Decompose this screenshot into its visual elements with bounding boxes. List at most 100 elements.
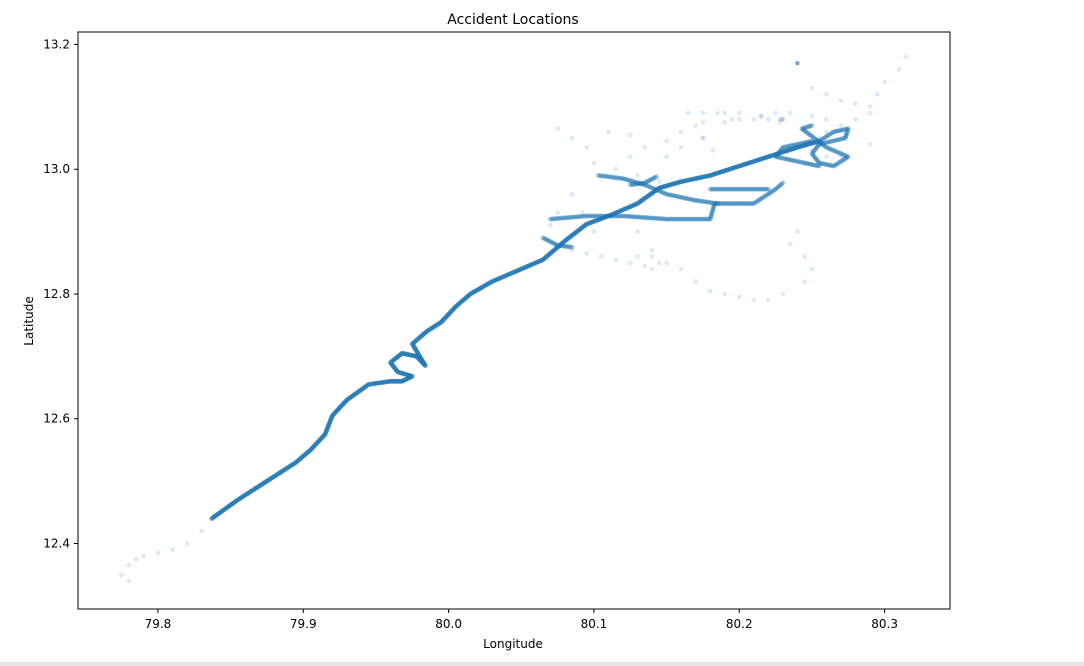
accident-point xyxy=(819,141,825,146)
accident-point xyxy=(719,201,725,206)
accident-point xyxy=(774,154,780,160)
accident-point xyxy=(670,216,676,222)
accident-point xyxy=(762,193,768,199)
accident-point xyxy=(805,130,811,136)
accident-point xyxy=(628,214,634,219)
accident-point xyxy=(837,159,843,165)
accident-point xyxy=(562,215,567,221)
accident-point xyxy=(790,157,795,163)
accident-point xyxy=(585,213,591,219)
accident-point xyxy=(813,146,818,152)
accident-point xyxy=(656,216,662,221)
accident-point xyxy=(806,161,812,167)
accident-point xyxy=(831,163,837,169)
accident-point xyxy=(731,201,737,206)
accident-point xyxy=(816,160,822,166)
accident-point xyxy=(843,134,849,140)
accident-point xyxy=(803,124,809,130)
accident-point xyxy=(815,138,821,144)
accident-point xyxy=(590,213,596,219)
accident-point xyxy=(788,143,793,149)
accident-point xyxy=(659,216,665,222)
accident-point xyxy=(718,186,724,192)
accident-point xyxy=(819,141,824,147)
accident-point xyxy=(824,116,829,122)
accident-point xyxy=(801,140,807,146)
accident-point xyxy=(667,216,673,222)
accident-point xyxy=(867,141,873,147)
accident-point xyxy=(637,214,643,220)
accident-point xyxy=(686,110,691,116)
accident-point xyxy=(708,213,714,219)
accident-point xyxy=(821,143,827,148)
accident-point xyxy=(785,144,790,149)
accident-point xyxy=(585,213,591,219)
accident-point xyxy=(812,154,818,160)
accident-point xyxy=(795,60,800,66)
accident-point xyxy=(651,215,657,221)
y-tick-label: 13.2 xyxy=(43,37,70,51)
accident-point xyxy=(814,157,819,162)
accident-point xyxy=(845,154,851,160)
accident-point xyxy=(687,216,693,222)
x-tick-label: 79.8 xyxy=(145,617,172,631)
accident-point xyxy=(839,136,845,142)
plot-frame xyxy=(77,31,951,610)
accident-point xyxy=(811,148,817,154)
accident-point xyxy=(826,146,832,152)
accident-point xyxy=(828,146,834,152)
accident-point xyxy=(774,153,779,158)
accident-point xyxy=(601,213,607,219)
accident-point xyxy=(635,173,640,178)
accident-point xyxy=(574,214,580,220)
accident-point xyxy=(595,213,601,219)
accident-point xyxy=(600,213,605,219)
accident-point xyxy=(770,188,776,194)
accident-point xyxy=(837,128,842,133)
accident-point xyxy=(700,110,706,116)
accident-point xyxy=(815,138,821,144)
accident-point xyxy=(815,159,821,165)
accident-point xyxy=(814,145,819,151)
accident-point xyxy=(824,133,830,139)
accident-point xyxy=(840,151,845,157)
accident-point xyxy=(634,214,640,220)
accident-point xyxy=(777,148,783,154)
accident-point xyxy=(814,157,819,162)
accident-point xyxy=(802,279,808,284)
accident-point xyxy=(827,131,833,137)
accident-point xyxy=(830,130,835,136)
accident-point xyxy=(640,215,646,220)
accident-point xyxy=(604,213,610,219)
accident-point xyxy=(581,213,586,219)
accident-point xyxy=(684,216,690,222)
accident-point xyxy=(760,195,766,201)
accident-point xyxy=(833,137,839,143)
accident-point xyxy=(631,214,637,220)
accident-point xyxy=(809,133,815,139)
accident-point xyxy=(776,155,782,160)
accident-point xyxy=(656,216,662,221)
accident-point xyxy=(808,123,813,129)
accident-point xyxy=(788,143,793,149)
accident-point xyxy=(716,201,722,206)
accident-point xyxy=(783,156,789,162)
accident-point xyxy=(801,128,807,133)
accident-point xyxy=(711,202,717,208)
accident-point xyxy=(817,140,823,146)
accident-point xyxy=(792,142,798,148)
accident-point xyxy=(805,130,811,136)
accident-point xyxy=(571,214,577,220)
accident-point xyxy=(827,131,833,137)
accident-point xyxy=(809,148,815,153)
accident-point xyxy=(843,156,849,161)
accident-point xyxy=(800,140,806,146)
accident-point xyxy=(620,213,626,219)
accident-point xyxy=(783,156,789,162)
accident-point xyxy=(710,205,716,211)
accident-point xyxy=(700,216,705,222)
accident-point xyxy=(554,216,560,221)
accident-point xyxy=(841,156,847,162)
accident-point xyxy=(801,128,807,133)
accident-point xyxy=(774,154,780,160)
